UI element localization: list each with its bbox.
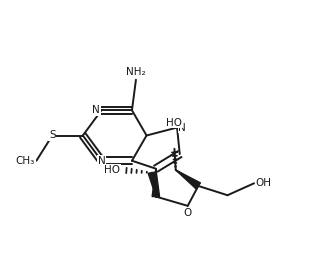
Text: N: N <box>92 105 100 115</box>
Polygon shape <box>152 169 159 196</box>
Text: HO: HO <box>104 165 120 175</box>
Text: N: N <box>98 156 105 166</box>
Text: NH₂: NH₂ <box>126 67 146 77</box>
Text: S: S <box>49 131 56 140</box>
Text: O: O <box>184 208 192 218</box>
Text: HO: HO <box>166 118 182 128</box>
Polygon shape <box>148 172 156 196</box>
Text: CH₃: CH₃ <box>16 156 35 166</box>
Text: N: N <box>178 122 186 133</box>
Text: OH: OH <box>256 178 271 188</box>
Polygon shape <box>176 170 200 189</box>
